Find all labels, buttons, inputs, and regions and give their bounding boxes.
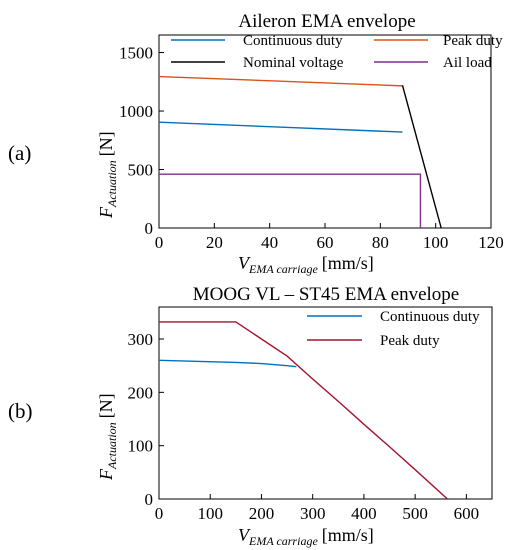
panel-b-plot-area: [158, 306, 493, 500]
panel-a-y-axis-label: FActuation[N]: [96, 131, 119, 219]
y-tick-label: 1000: [119, 102, 153, 121]
y-tick-label: 1500: [119, 44, 153, 63]
panel-a-title: Aileron EMA envelope: [238, 11, 415, 32]
legend-label-continuous-duty: Continuous duty: [380, 309, 480, 325]
y-tick-label: 500: [128, 161, 154, 180]
x-tick-label: 400: [351, 504, 377, 523]
legend-label-ail-load: Ail load: [443, 55, 492, 71]
panel-a-x-ticks: 0 20 40 60 80 100 120: [155, 223, 504, 252]
legend-label-peak-duty: Peak duty: [443, 33, 503, 49]
x-tick-label: 500: [402, 504, 428, 523]
chart-panel-a: (a) Aileron EMA envelope 0 500 1000 1500 0 2…: [8, 11, 504, 276]
series-line-continuous-duty: [158, 359, 297, 368]
panel-a-x-axis-label: VEMA carriage [mm/s]: [238, 253, 374, 276]
panel-b-legend: Continuous duty Peak duty: [307, 309, 480, 349]
panel-b-y-axis-label: FActuation[N]: [96, 393, 119, 481]
x-tick-label: 20: [206, 233, 223, 252]
panel-b-series: [158, 321, 448, 500]
series-line-continuous-duty: [158, 121, 403, 133]
panel-b-title: MOOG VL – ST45 EMA envelope: [193, 284, 460, 305]
panel-a-y-ticks: 0 500 1000 1500: [119, 44, 164, 238]
x-tick-label: 100: [197, 504, 223, 523]
series-line-peak-duty: [159, 321, 448, 500]
x-tick-label: 600: [454, 504, 480, 523]
panel-a-label: (a): [8, 141, 31, 165]
y-tick-label: 0: [145, 490, 154, 509]
x-tick-label: 0: [155, 504, 164, 523]
y-tick-label: 300: [128, 330, 154, 349]
panel-a-series: [158, 75, 442, 229]
x-tick-label: 0: [155, 233, 164, 252]
x-tick-label: 40: [261, 233, 278, 252]
x-tick-label: 60: [317, 233, 334, 252]
legend-label-nominal-voltage: Nominal voltage: [243, 55, 344, 71]
legend-label-peak-duty: Peak duty: [380, 333, 440, 349]
series-line-peak-duty: [158, 75, 403, 87]
x-tick-label: 200: [249, 504, 275, 523]
panel-b-y-ticks: 0 100 200 300: [128, 330, 164, 509]
x-tick-label: 80: [372, 233, 389, 252]
panel-b-x-ticks: 0 100 200 300 400 500 600: [155, 494, 479, 523]
panel-a-legend: Continuous duty Peak duty Nominal voltag…: [171, 33, 503, 71]
x-tick-label: 300: [300, 504, 326, 523]
series-line-nominal-voltage: [401, 85, 442, 229]
x-tick-label: 120: [478, 233, 504, 252]
legend-label-continuous-duty: Continuous duty: [243, 33, 343, 49]
y-tick-label: 200: [128, 383, 154, 402]
chart-panel-b: (b) MOOG VL – ST45 EMA envelope 0 100 200 3…: [8, 284, 493, 548]
panel-b-label: (b): [8, 399, 33, 423]
panel-b-x-axis-label: VEMA carriage [mm/s]: [238, 525, 374, 548]
x-tick-label: 100: [423, 233, 449, 252]
y-tick-label: 0: [145, 219, 154, 238]
y-tick-label: 100: [128, 437, 154, 456]
series-line-ail-load: [159, 173, 422, 228]
